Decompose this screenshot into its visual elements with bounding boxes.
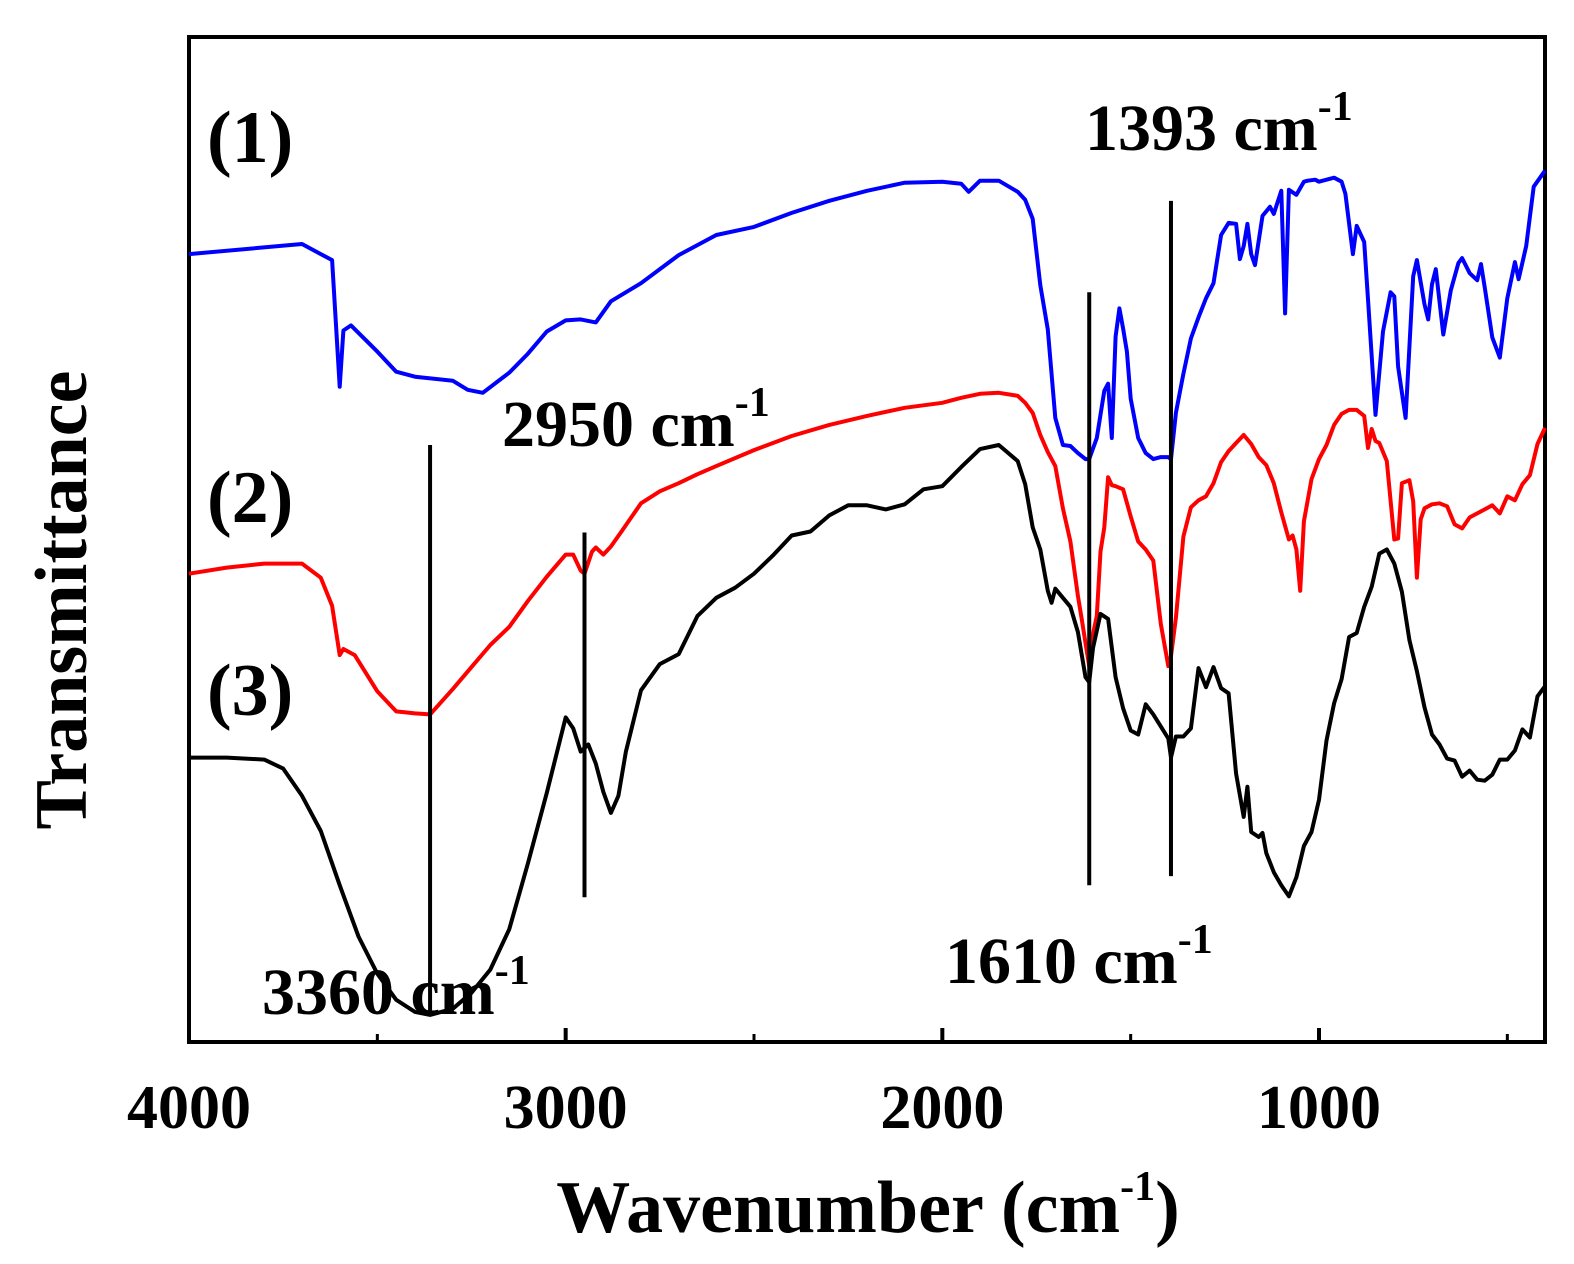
x-axis-title: Wavenumber (cm-1) xyxy=(556,1164,1180,1249)
x-tick-label-2000: 2000 xyxy=(880,1074,1004,1142)
series-label-3: (3) xyxy=(207,650,293,732)
series-line-1 xyxy=(188,169,1547,462)
annotation-1393: 1393 cm-1 xyxy=(1085,84,1353,165)
x-tick-label-1000: 1000 xyxy=(1257,1074,1381,1142)
annotation-3360-sup: -1 xyxy=(495,948,530,994)
annotation-1610: 1610 cm-1 xyxy=(945,917,1213,998)
plot-frame xyxy=(187,35,1547,1044)
annotation-1393-sup: -1 xyxy=(1318,84,1353,130)
x-axis-title-close: ) xyxy=(1155,1167,1180,1249)
series-line-3 xyxy=(189,443,1547,1017)
series-layer xyxy=(188,169,1547,1017)
series-label-1: (1) xyxy=(207,97,293,179)
x-tick-layer: 4000 3000 2000 1000 xyxy=(127,1028,1509,1142)
annotation-1610-sup: -1 xyxy=(1178,917,1213,963)
x-tick-label-4000: 4000 xyxy=(127,1074,251,1142)
series-line-2 xyxy=(188,390,1547,717)
x-axis-title-main: Wavenumber (cm xyxy=(556,1167,1120,1249)
annotation-2950-main: 2950 cm xyxy=(502,388,735,461)
x-axis-title-sup: -1 xyxy=(1120,1164,1155,1210)
x-tick-label-3000: 3000 xyxy=(504,1074,628,1142)
annotation-1610-main: 1610 cm xyxy=(945,925,1178,998)
annotation-2950-sup: -1 xyxy=(735,380,770,426)
annotation-3360-main: 3360 cm xyxy=(262,956,495,1029)
annotation-3360: 3360 cm-1 xyxy=(262,948,530,1029)
series-label-2: (2) xyxy=(207,457,293,539)
y-axis-title: Transmittance xyxy=(21,371,103,830)
reference-line-layer xyxy=(428,200,1173,1015)
annotation-1393-main: 1393 cm xyxy=(1085,92,1318,165)
annotation-2950: 2950 cm-1 xyxy=(502,380,770,461)
